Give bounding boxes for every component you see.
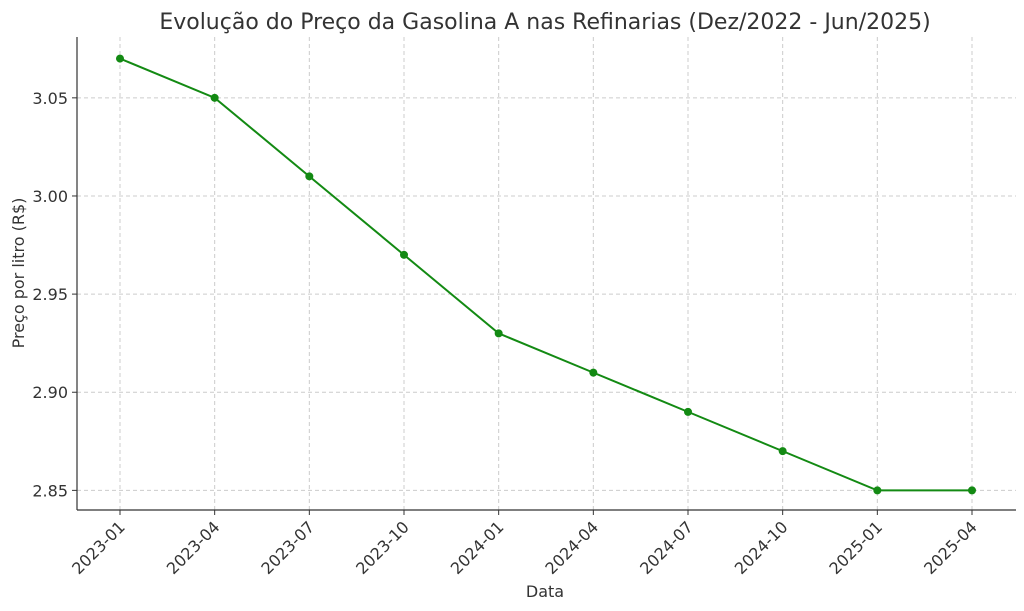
y-ticks: 2.85 2.90 2.95 3.00 3.05 (32, 89, 77, 500)
axes (76, 37, 1016, 511)
x-ticks: 2023-01 2023-04 2023-07 2023-10 2024-01 2024-… (68, 510, 981, 578)
x-tick-label: 2023-01 (68, 517, 129, 578)
y-tick-label: 3.05 (32, 89, 68, 108)
data-point (873, 486, 882, 495)
data-point (400, 250, 408, 259)
y-axis-label: Preço por litro (R$) (9, 198, 28, 349)
y-tick-label: 2.85 (32, 481, 68, 500)
y-tick-label: 2.90 (32, 383, 68, 402)
x-tick-label: 2023-10 (352, 517, 413, 578)
data-point (589, 368, 598, 377)
data-point (210, 93, 219, 102)
x-tick-label: 2023-07 (257, 517, 318, 578)
x-tick-label: 2024-01 (447, 517, 508, 578)
data-point (684, 407, 692, 416)
data-point (778, 447, 787, 456)
data-point (116, 54, 124, 63)
data-point (968, 486, 976, 495)
x-tick-label: 2025-04 (920, 517, 981, 578)
series-line (119, 57, 972, 492)
y-tick-label: 2.95 (32, 285, 68, 304)
grid (77, 37, 1016, 510)
chart-title: Evolução do Preço da Gasolina A nas Refi… (159, 10, 930, 35)
x-tick-label: 2024-07 (636, 517, 697, 578)
y-tick-label: 3.00 (32, 187, 68, 206)
data-point (494, 329, 503, 338)
x-tick-label: 2024-04 (541, 517, 602, 578)
series (116, 54, 976, 495)
x-tick-label: 2023-04 (163, 517, 224, 578)
x-tick-label: 2024-10 (731, 517, 792, 578)
x-tick-label: 2025-01 (825, 517, 886, 578)
x-axis-label: Data (526, 582, 564, 601)
data-point (305, 172, 314, 181)
